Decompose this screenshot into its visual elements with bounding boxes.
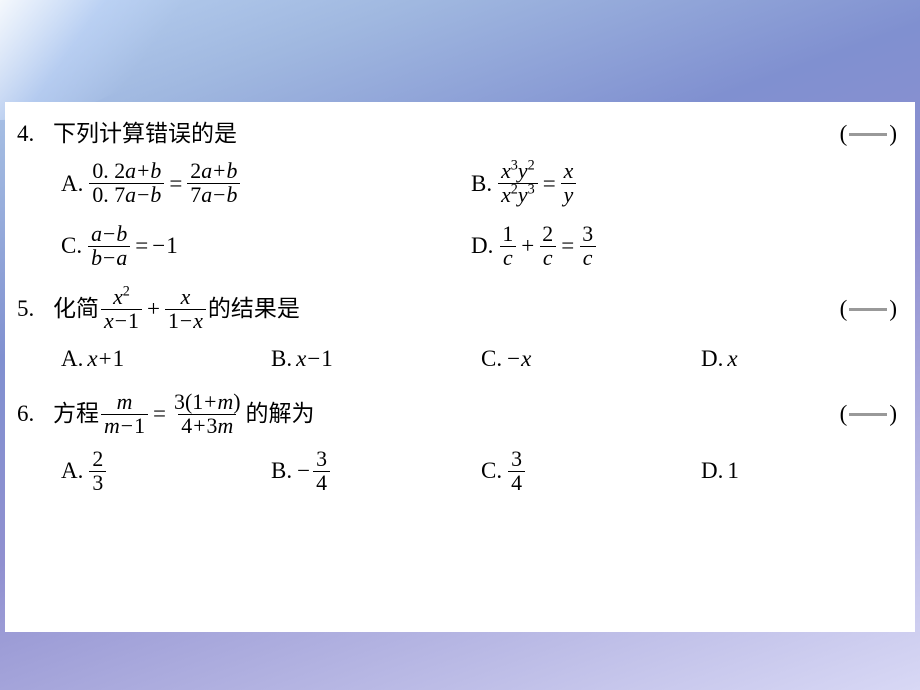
expr-4a: 0. 2a+b0. 7a−b = 2a+b7a−b <box>87 160 242 207</box>
choice-4b[interactable]: B. x3y2x2y3 = xy <box>471 160 881 207</box>
expr-6c: 34 <box>508 448 525 495</box>
choice-5b[interactable]: B. x−1 <box>271 343 481 375</box>
expr-4c: a−bb−a =−1 <box>86 223 178 270</box>
label-6b: B. <box>271 455 292 487</box>
answer-blank[interactable]: ( ) <box>840 118 897 150</box>
label-5d: D. <box>701 343 723 375</box>
blank-line <box>849 133 887 136</box>
label-4b: B. <box>471 168 492 200</box>
blank-line <box>849 308 887 311</box>
paren-close: ) <box>889 118 897 150</box>
label-5b: B. <box>271 343 292 375</box>
question-5: 5. 化简 x2x−1 + x1−x 的结果是 ( ) A. <box>17 286 897 375</box>
choice-5d[interactable]: D. x <box>701 343 738 375</box>
q6-row: A. 23 B. −34 C. 34 D. 1 <box>61 448 897 495</box>
choice-4d[interactable]: D. 1c + 2c = 3c <box>471 223 881 270</box>
choice-6d[interactable]: D. 1 <box>701 455 739 487</box>
paren-open: ( <box>840 293 848 325</box>
question-6-head: 6. 方程 mm−1 = 3(1+m)4+3m 的解为 ( ) <box>17 391 897 438</box>
q6-post: 的解为 <box>246 398 315 430</box>
question-4-stem-row: 下列计算错误的是 ( ) <box>53 118 897 150</box>
q4-row1: A. 0. 2a+b0. 7a−b = 2a+b7a−b B. x3y2x2y3… <box>61 160 897 207</box>
choice-6c[interactable]: C. 34 <box>481 448 701 495</box>
question-4: 4. 下列计算错误的是 ( ) A. 0. 2a+b0. 7a−b = 2a+b… <box>17 118 897 270</box>
question-4-head: 4. 下列计算错误的是 ( ) <box>17 118 897 150</box>
question-6-stem-row: 方程 mm−1 = 3(1+m)4+3m 的解为 ( ) <box>53 391 897 438</box>
question-5-stem-row: 化简 x2x−1 + x1−x 的结果是 ( ) <box>53 286 897 333</box>
choice-4a[interactable]: A. 0. 2a+b0. 7a−b = 2a+b7a−b <box>61 160 471 207</box>
expr-6a: 23 <box>89 448 106 495</box>
q5-expr: x2x−1 + x1−x <box>99 286 208 333</box>
label-6c: C. <box>481 455 502 487</box>
label-4c: C. <box>61 230 82 262</box>
answer-blank[interactable]: ( ) <box>840 398 897 430</box>
paren-open: ( <box>840 398 848 430</box>
paren-close: ) <box>889 293 897 325</box>
label-5a: A. <box>61 343 83 375</box>
q6-pre: 方程 <box>53 398 99 430</box>
qnum-4: 4. <box>17 118 53 150</box>
label-6d: D. <box>701 455 723 487</box>
question-6: 6. 方程 mm−1 = 3(1+m)4+3m 的解为 ( ) A. <box>17 391 897 495</box>
choice-5c[interactable]: C. −x <box>481 343 701 375</box>
expr-4b: x3y2x2y3 = xy <box>496 160 578 207</box>
choice-5a[interactable]: A. x+1 <box>61 343 271 375</box>
blank-line <box>849 413 887 416</box>
q5-row: A. x+1 B. x−1 C. −x D. x <box>61 343 897 375</box>
q5-pre: 化简 <box>53 293 99 325</box>
choice-4c[interactable]: C. a−bb−a =−1 <box>61 223 471 270</box>
label-4d: D. <box>471 230 493 262</box>
paren-close: ) <box>889 398 897 430</box>
label-6a: A. <box>61 455 83 487</box>
question-4-stem: 下列计算错误的是 <box>53 118 237 150</box>
label-4a: A. <box>61 168 83 200</box>
expr-6d: 1 <box>727 455 739 487</box>
answer-blank[interactable]: ( ) <box>840 293 897 325</box>
choice-6a[interactable]: A. 23 <box>61 448 271 495</box>
qnum-5: 5. <box>17 293 53 325</box>
q5-post: 的结果是 <box>208 293 300 325</box>
expr-5c: −x <box>506 343 531 375</box>
q6-expr: mm−1 = 3(1+m)4+3m <box>99 391 246 438</box>
paren-open: ( <box>840 118 848 150</box>
label-5c: C. <box>481 343 502 375</box>
expr-5d: x <box>727 343 737 375</box>
qnum-6: 6. <box>17 398 53 430</box>
q4-row2: C. a−bb−a =−1 D. 1c + 2c = 3c <box>61 223 897 270</box>
expr-5a: x+1 <box>87 343 124 375</box>
choice-6b[interactable]: B. −34 <box>271 448 481 495</box>
expr-5b: x−1 <box>296 343 333 375</box>
expr-6b: −34 <box>296 448 332 495</box>
expr-4d: 1c + 2c = 3c <box>497 223 598 270</box>
worksheet-page: 4. 下列计算错误的是 ( ) A. 0. 2a+b0. 7a−b = 2a+b… <box>5 102 915 632</box>
question-5-head: 5. 化简 x2x−1 + x1−x 的结果是 ( ) <box>17 286 897 333</box>
